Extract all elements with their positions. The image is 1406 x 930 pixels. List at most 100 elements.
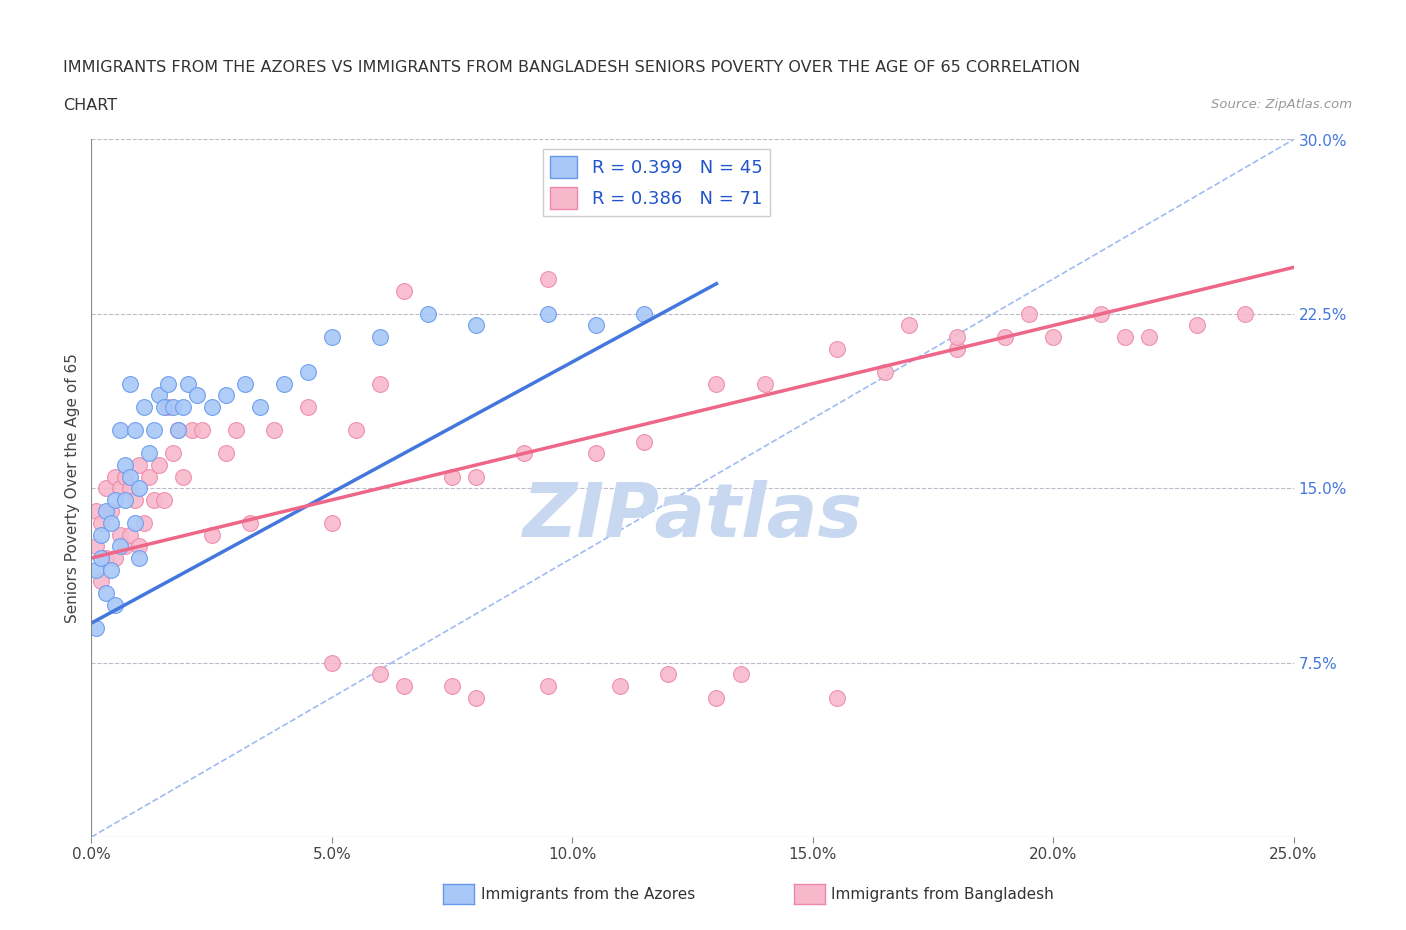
Point: [124, 493, 146, 508]
Point: [118, 376, 141, 391]
Point: [142, 493, 165, 508]
Point: [1042, 330, 1064, 345]
Point: [730, 667, 752, 682]
Point: [201, 400, 224, 415]
Text: Source: ZipAtlas.com: Source: ZipAtlas.com: [1212, 98, 1353, 111]
Point: [114, 493, 136, 508]
Point: [90, 515, 112, 530]
Point: [90, 551, 112, 565]
Point: [946, 330, 969, 345]
Point: [181, 422, 204, 438]
Point: [537, 272, 560, 286]
Point: [100, 504, 122, 519]
Point: [142, 422, 165, 438]
Point: [152, 400, 174, 415]
Point: [465, 690, 488, 705]
Point: [110, 422, 132, 438]
Point: [825, 690, 848, 705]
Point: [172, 400, 194, 415]
Point: [994, 330, 1017, 345]
Point: [706, 376, 728, 391]
Point: [157, 376, 180, 391]
Point: [754, 376, 776, 391]
Point: [128, 481, 150, 496]
Point: [110, 539, 132, 554]
Point: [1114, 330, 1136, 345]
Point: [465, 318, 488, 333]
Point: [148, 458, 170, 472]
Point: [134, 400, 156, 415]
Point: [585, 318, 607, 333]
Point: [118, 481, 141, 496]
Point: [1234, 307, 1257, 322]
Text: Immigrants from Bangladesh: Immigrants from Bangladesh: [831, 887, 1053, 902]
Point: [1187, 318, 1209, 333]
Point: [657, 667, 679, 682]
Point: [585, 445, 607, 460]
Point: [90, 574, 112, 589]
Point: [321, 515, 343, 530]
Point: [273, 376, 295, 391]
Point: [368, 330, 391, 345]
Point: [128, 458, 150, 472]
Point: [1137, 330, 1160, 345]
Point: [114, 458, 136, 472]
Point: [465, 469, 488, 484]
Y-axis label: Seniors Poverty Over the Age of 65: Seniors Poverty Over the Age of 65: [65, 353, 80, 623]
Point: [1018, 307, 1040, 322]
Point: [104, 597, 127, 612]
Point: [537, 679, 560, 694]
Point: [128, 551, 150, 565]
Point: [94, 586, 117, 601]
Point: [537, 307, 560, 322]
Text: ZIPatlas: ZIPatlas: [523, 480, 862, 552]
Point: [946, 341, 969, 356]
Point: [368, 667, 391, 682]
Point: [215, 445, 238, 460]
Point: [114, 539, 136, 554]
Point: [94, 481, 117, 496]
Point: [152, 493, 174, 508]
Point: [118, 469, 141, 484]
Point: [297, 400, 319, 415]
Point: [297, 365, 319, 379]
Point: [897, 318, 920, 333]
Point: [440, 469, 463, 484]
Point: [124, 422, 146, 438]
Point: [344, 422, 367, 438]
Point: [84, 620, 107, 635]
Point: [706, 690, 728, 705]
Point: [110, 527, 132, 542]
Point: [124, 515, 146, 530]
Point: [138, 445, 160, 460]
Point: [1090, 307, 1112, 322]
Point: [392, 679, 415, 694]
Point: [162, 445, 184, 460]
Point: [368, 376, 391, 391]
Point: [873, 365, 896, 379]
Point: [609, 679, 631, 694]
Point: [104, 469, 127, 484]
Point: [148, 388, 170, 403]
Point: [186, 388, 208, 403]
Point: [157, 400, 180, 415]
Point: [239, 515, 262, 530]
Point: [191, 422, 214, 438]
Point: [513, 445, 536, 460]
Text: IMMIGRANTS FROM THE AZORES VS IMMIGRANTS FROM BANGLADESH SENIORS POVERTY OVER TH: IMMIGRANTS FROM THE AZORES VS IMMIGRANTS…: [63, 60, 1080, 75]
Point: [321, 330, 343, 345]
Point: [215, 388, 238, 403]
Text: CHART: CHART: [63, 98, 117, 113]
Point: [94, 551, 117, 565]
Point: [94, 504, 117, 519]
Point: [825, 341, 848, 356]
Point: [633, 307, 655, 322]
Point: [162, 400, 184, 415]
Point: [321, 656, 343, 671]
Point: [104, 493, 127, 508]
Point: [633, 434, 655, 449]
Point: [225, 422, 247, 438]
Point: [128, 539, 150, 554]
Point: [134, 515, 156, 530]
Legend: R = 0.399   N = 45, R = 0.386   N = 71: R = 0.399 N = 45, R = 0.386 N = 71: [543, 149, 769, 216]
